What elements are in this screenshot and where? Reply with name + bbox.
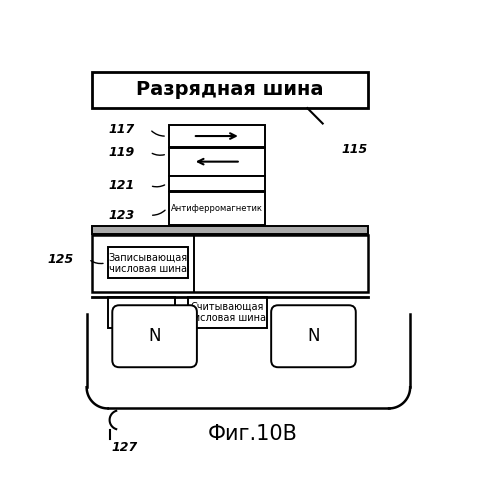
Text: 117: 117 — [108, 122, 134, 136]
FancyBboxPatch shape — [169, 176, 265, 191]
Text: 115: 115 — [342, 143, 368, 156]
FancyBboxPatch shape — [169, 126, 265, 146]
FancyBboxPatch shape — [92, 72, 368, 108]
FancyBboxPatch shape — [108, 248, 188, 278]
Text: N: N — [307, 327, 320, 345]
FancyBboxPatch shape — [108, 297, 175, 328]
Text: Записывающая
числовая шина: Записывающая числовая шина — [108, 252, 187, 274]
FancyBboxPatch shape — [169, 192, 265, 225]
Text: Разрядная шина: Разрядная шина — [136, 80, 324, 100]
Text: Vdd: Vdd — [127, 305, 155, 319]
FancyBboxPatch shape — [92, 226, 368, 234]
Text: 125: 125 — [47, 252, 73, 266]
Text: 119: 119 — [108, 146, 134, 158]
Text: Фиг.10В: Фиг.10В — [208, 424, 298, 444]
FancyBboxPatch shape — [112, 305, 197, 367]
FancyBboxPatch shape — [188, 297, 267, 328]
Text: 127: 127 — [112, 441, 138, 454]
Text: Считывающая
числовая шина: Считывающая числовая шина — [188, 302, 266, 323]
Text: 121: 121 — [108, 179, 134, 192]
FancyBboxPatch shape — [92, 235, 368, 292]
Text: Антиферромагнетик: Антиферромагнетик — [171, 204, 263, 212]
FancyBboxPatch shape — [169, 148, 265, 176]
Text: 123: 123 — [108, 208, 134, 222]
Text: N: N — [148, 327, 161, 345]
FancyBboxPatch shape — [271, 305, 356, 367]
